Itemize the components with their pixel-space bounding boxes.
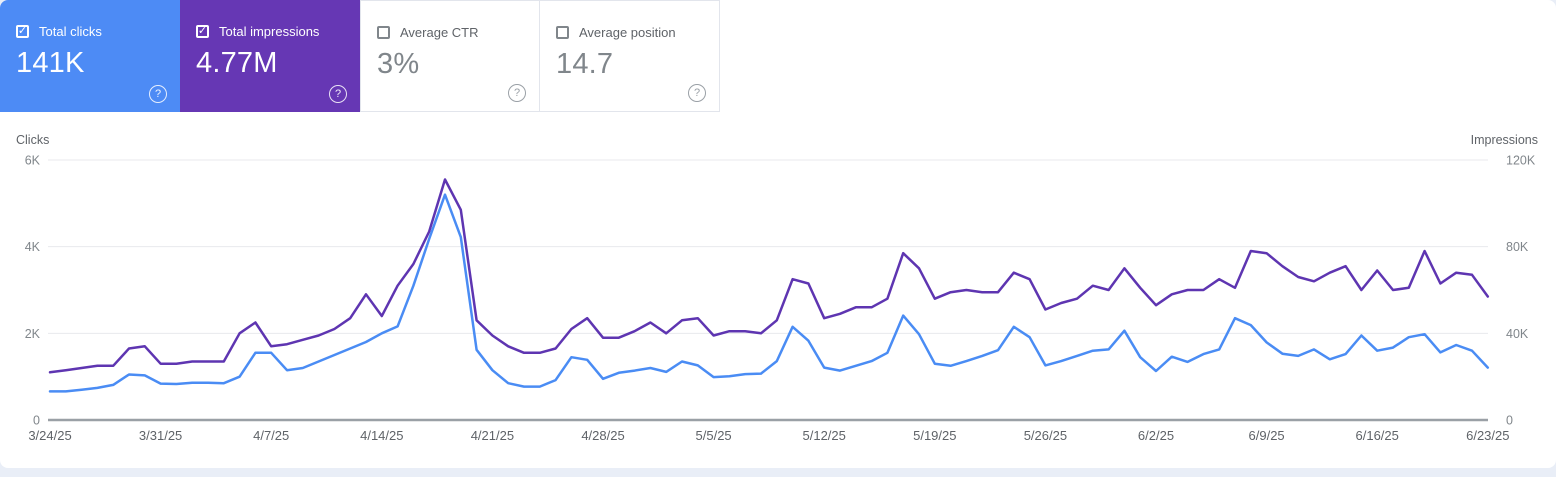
svg-text:6K: 6K — [25, 154, 41, 168]
total-clicks-value: 141K — [16, 47, 85, 79]
average-ctr-value: 3% — [377, 48, 420, 80]
tile-label: Average position — [579, 25, 676, 40]
tile-label: Total clicks — [39, 24, 102, 39]
svg-text:Impressions: Impressions — [1471, 133, 1538, 147]
tile-average-ctr[interactable]: Average CTR 3% ? — [360, 0, 540, 112]
tile-total-impressions[interactable]: Total impressions 4.77M ? — [180, 0, 360, 112]
svg-text:80K: 80K — [1506, 240, 1529, 254]
help-icon[interactable]: ? — [329, 85, 347, 103]
tile-label: Average CTR — [400, 25, 479, 40]
svg-text:6/2/25: 6/2/25 — [1138, 428, 1174, 443]
svg-text:5/5/25: 5/5/25 — [696, 428, 732, 443]
svg-text:0: 0 — [33, 414, 40, 428]
svg-text:2K: 2K — [25, 327, 41, 341]
svg-text:5/19/25: 5/19/25 — [913, 428, 956, 443]
metric-tiles: Total clicks 141K ? Total impressions 4.… — [0, 0, 720, 112]
svg-text:5/26/25: 5/26/25 — [1024, 428, 1067, 443]
total-impressions-value: 4.77M — [196, 47, 278, 79]
svg-text:3/24/25: 3/24/25 — [28, 428, 71, 443]
svg-text:Clicks: Clicks — [16, 133, 49, 147]
svg-text:6/16/25: 6/16/25 — [1356, 428, 1399, 443]
svg-text:4/28/25: 4/28/25 — [581, 428, 624, 443]
svg-text:4K: 4K — [25, 240, 41, 254]
svg-text:6/9/25: 6/9/25 — [1249, 428, 1285, 443]
performance-chart[interactable]: 6K 120K 4K 80K 2K 40K 0 0 Clicks Impressions 3/24/… — [0, 128, 1556, 468]
tile-average-position[interactable]: Average position 14.7 ? — [540, 0, 720, 112]
help-icon[interactable]: ? — [149, 85, 167, 103]
series-line-impressions — [48, 178, 1490, 374]
svg-text:3/31/25: 3/31/25 — [139, 428, 182, 443]
svg-text:40K: 40K — [1506, 327, 1529, 341]
svg-text:5/12/25: 5/12/25 — [803, 428, 846, 443]
average-position-value: 14.7 — [556, 48, 614, 80]
help-icon[interactable]: ? — [688, 84, 706, 102]
help-icon[interactable]: ? — [508, 84, 526, 102]
average-ctr-checkbox[interactable] — [377, 26, 390, 39]
total-clicks-checkbox[interactable] — [16, 25, 29, 38]
svg-text:6/23/25: 6/23/25 — [1466, 428, 1509, 443]
tile-label: Total impressions — [219, 24, 320, 39]
average-position-checkbox[interactable] — [556, 26, 569, 39]
clicks-impressions-line-chart[interactable]: 6K 120K 4K 80K 2K 40K 0 0 Clicks Impressions 3/24/… — [0, 128, 1556, 468]
svg-text:0: 0 — [1506, 414, 1513, 428]
svg-text:120K: 120K — [1506, 154, 1536, 168]
svg-text:4/14/25: 4/14/25 — [360, 428, 403, 443]
svg-text:4/21/25: 4/21/25 — [471, 428, 514, 443]
total-impressions-checkbox[interactable] — [196, 25, 209, 38]
svg-text:4/7/25: 4/7/25 — [253, 428, 289, 443]
tile-total-clicks[interactable]: Total clicks 141K ? — [0, 0, 180, 112]
series-line-clicks — [48, 193, 1490, 393]
